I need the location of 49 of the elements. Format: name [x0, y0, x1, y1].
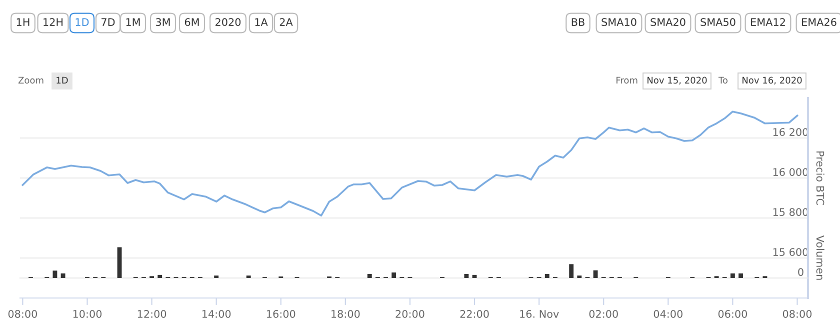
text: 12H: [44, 18, 63, 26]
text: SMA10: [602, 18, 636, 26]
bar: [544, 274, 550, 278]
y-axis-title: Volumen: [816, 235, 824, 280]
text: Zoom: [18, 76, 44, 84]
x-tick-label: 22:00: [460, 310, 489, 318]
text: EMA12: [751, 18, 785, 26]
bar: [593, 270, 598, 278]
text: 2A: [280, 18, 293, 26]
text: 1D: [56, 76, 68, 84]
x-tick-label: 06:00: [718, 310, 748, 318]
text: Nov 15, 2020: [648, 76, 707, 85]
bar: [730, 273, 735, 278]
bar: [158, 274, 162, 278]
annotation: 0: [798, 268, 804, 276]
bar: [367, 274, 372, 278]
x-tick-label: 14:00: [202, 310, 231, 318]
text: 7D: [102, 18, 115, 26]
text: From: [616, 76, 638, 84]
text: 1D: [76, 18, 89, 26]
text: To: [718, 76, 728, 84]
x-tick-label: 08:00: [8, 310, 38, 318]
text: SMA50: [700, 18, 736, 26]
text: 1A: [255, 18, 268, 26]
bar: [52, 270, 58, 278]
x-tick-label: 04:00: [654, 310, 682, 318]
x-tick-label: 12:00: [138, 310, 166, 318]
x-tick-label: 20:00: [396, 310, 424, 318]
text: 3M: [156, 18, 170, 26]
text: EMA26: [802, 18, 836, 26]
text: SMA20: [650, 18, 686, 26]
x-tick-label: 18:00: [332, 310, 360, 318]
x-tick-label: 02:00: [589, 310, 618, 318]
y-axis-title: Precio BTC: [816, 152, 824, 205]
text: 1H: [16, 18, 30, 26]
text: BB: [572, 18, 584, 26]
bar: [738, 273, 743, 278]
bar: [464, 274, 469, 278]
text: Nov 16, 2020: [742, 76, 802, 85]
bar: [117, 247, 122, 278]
text: 6M: [184, 18, 199, 26]
x-tick-label: 16. Nov: [520, 310, 559, 318]
bar: [392, 272, 396, 278]
x-tick-label: 16:00: [267, 310, 296, 318]
bar: [569, 264, 574, 278]
text: 1M: [126, 18, 140, 26]
x-tick-label: 08:00: [782, 310, 812, 318]
x-tick-label: 10:00: [73, 310, 102, 318]
text: 2020: [216, 18, 241, 26]
